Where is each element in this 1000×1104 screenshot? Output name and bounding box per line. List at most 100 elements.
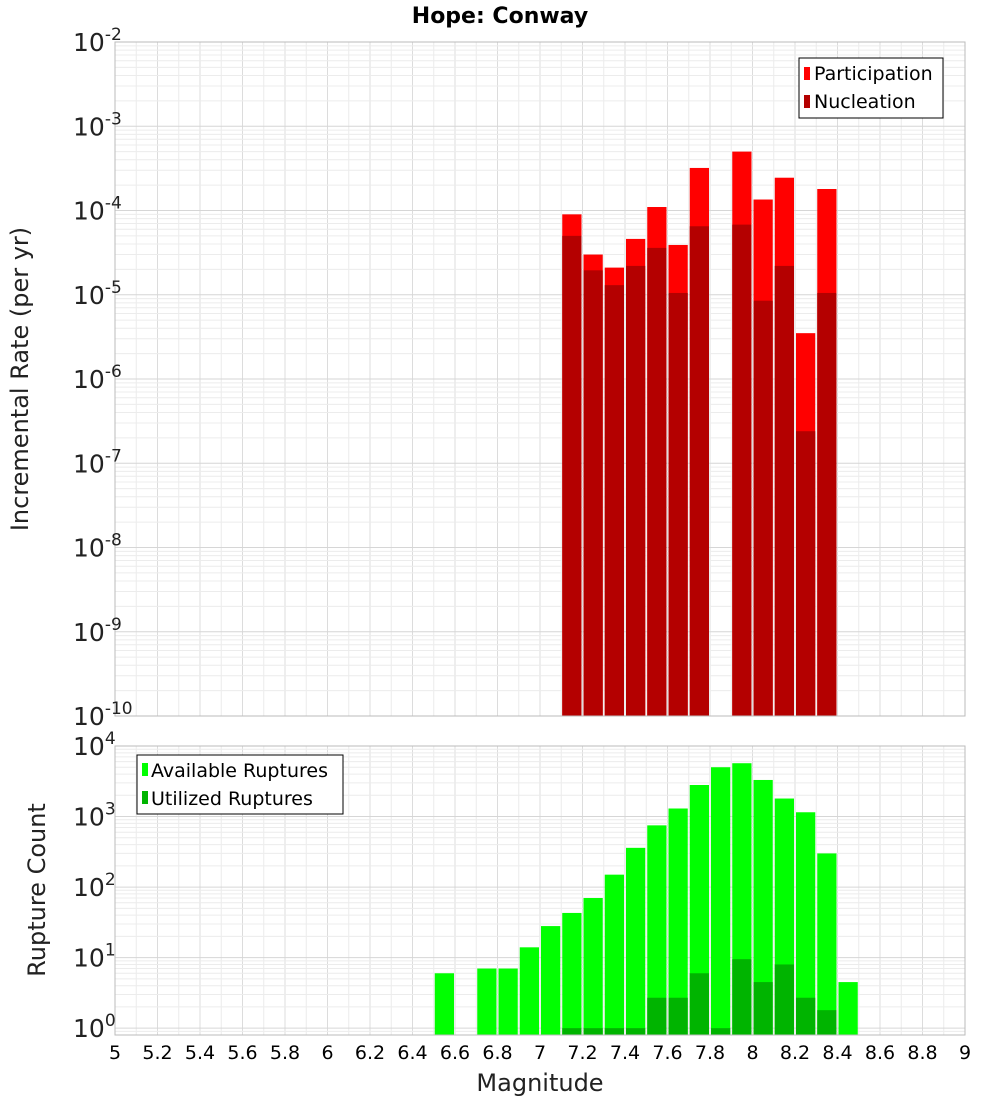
bar-utilized-ruptures <box>817 1010 837 1035</box>
y-tick-label: 102 <box>73 870 116 902</box>
bar-nucleation <box>583 270 603 716</box>
x-tick-label: 8.6 <box>865 1042 895 1064</box>
bar-utilized-ruptures <box>583 1028 603 1035</box>
bar-nucleation <box>817 292 837 716</box>
x-tick-label: 5.4 <box>185 1042 215 1064</box>
bottom-plot-border <box>114 745 966 1036</box>
y-tick-label: 100 <box>73 1011 116 1043</box>
bar-utilized-ruptures <box>753 982 773 1035</box>
x-axis-label: Magnitude <box>476 1069 603 1097</box>
y-tick-label: 103 <box>73 800 116 832</box>
y-tick-label: 10-2 <box>73 25 122 57</box>
x-tick-label: 6.2 <box>355 1042 385 1064</box>
bar-nucleation <box>796 431 816 716</box>
top-plot-border <box>114 41 966 717</box>
bar-nucleation <box>668 292 688 716</box>
legend-label-utilized: Utilized Ruptures <box>151 788 313 810</box>
top-y-tick-labels: 10-10 10-9 10-8 10-7 10-6 10-5 10-4 10-3 10-2 <box>73 25 133 731</box>
bar-utilized-ruptures <box>668 997 688 1035</box>
x-tick-labels: 5 5.2 5.4 5.6 5.8 6 6.2 6.4 6.6 6.8 7 7.2 7.4 7.6 7.8 8… <box>109 1042 971 1064</box>
x-tick-label: 6.4 <box>397 1042 427 1064</box>
bar-nucleation <box>774 265 794 716</box>
top-y-axis-label: Incremental Rate (per yr) <box>6 227 34 531</box>
chart-title: Hope: Conway <box>412 4 588 29</box>
x-tick-label: 7.4 <box>610 1042 640 1064</box>
bottom-legend: Available Ruptures Utilized Ruptures <box>136 754 344 815</box>
bar-nucleation <box>689 226 709 716</box>
bar-available-ruptures <box>668 808 688 1035</box>
bar-utilized-ruptures <box>774 964 794 1035</box>
x-tick-label: 8 <box>746 1042 758 1064</box>
top-legend: Participation Nucleation <box>798 57 944 119</box>
bar-available-ruptures <box>626 847 646 1035</box>
y-tick-label: 10-3 <box>73 109 122 141</box>
bar-available-ruptures <box>689 784 709 1035</box>
x-tick-label: 5.6 <box>227 1042 257 1064</box>
bottom-bars <box>434 763 858 1035</box>
bar-available-ruptures <box>541 926 561 1035</box>
bar-available-ruptures <box>647 825 667 1035</box>
bar-utilized-ruptures <box>796 997 816 1035</box>
bar-nucleation <box>732 224 752 716</box>
x-tick-label: 6.8 <box>482 1042 512 1064</box>
bar-available-ruptures <box>796 812 816 1035</box>
bottom-y-axis-label: Rupture Count <box>23 803 51 977</box>
y-tick-label: 10-10 <box>73 699 133 731</box>
x-tick-label: 6 <box>321 1042 333 1064</box>
bar-utilized-ruptures <box>732 959 752 1035</box>
x-tick-label: 6.6 <box>440 1042 470 1064</box>
x-tick-label: 9 <box>959 1042 971 1064</box>
bar-available-ruptures <box>711 767 731 1035</box>
legend-label-available: Available Ruptures <box>151 760 328 782</box>
x-tick-label: 7.6 <box>652 1042 682 1064</box>
bar-utilized-ruptures <box>562 1028 582 1035</box>
bottom-y-tick-labels: 100 101 102 103 104 <box>73 729 116 1043</box>
x-tick-label: 7.8 <box>695 1042 725 1064</box>
top-bars <box>562 151 837 717</box>
top-gridlines <box>114 42 966 717</box>
bar-available-ruptures <box>519 947 539 1035</box>
y-tick-label: 10-4 <box>73 194 122 226</box>
x-tick-label: 8.4 <box>822 1042 852 1064</box>
legend-swatch-utilized <box>142 791 148 804</box>
legend-label-nucleation: Nucleation <box>814 91 916 113</box>
y-tick-label: 101 <box>73 941 116 973</box>
bar-nucleation <box>604 285 624 716</box>
bar-available-ruptures <box>583 898 603 1035</box>
bar-available-ruptures <box>434 973 454 1035</box>
x-tick-label: 7 <box>534 1042 546 1064</box>
bar-nucleation <box>647 247 667 716</box>
legend-swatch-participation <box>804 67 810 80</box>
y-tick-label: 10-9 <box>73 615 122 647</box>
x-tick-label: 5 <box>109 1042 121 1064</box>
bar-available-ruptures <box>562 912 582 1035</box>
bar-available-ruptures <box>817 853 837 1035</box>
bar-available-ruptures <box>477 968 497 1035</box>
y-tick-label: 104 <box>73 729 116 761</box>
bar-utilized-ruptures <box>647 997 667 1035</box>
bar-available-ruptures <box>838 982 858 1035</box>
x-tick-label: 7.2 <box>567 1042 597 1064</box>
top-legend-box <box>798 57 944 119</box>
bar-utilized-ruptures <box>626 1028 646 1035</box>
y-tick-label: 10-7 <box>73 446 122 478</box>
legend-swatch-nucleation <box>804 95 810 108</box>
bar-available-ruptures <box>753 779 773 1035</box>
bar-nucleation <box>626 265 646 716</box>
x-tick-label: 5.2 <box>142 1042 172 1064</box>
bottom-legend-box <box>136 754 344 815</box>
bar-available-ruptures <box>498 968 518 1035</box>
x-tick-label: 8.2 <box>780 1042 810 1064</box>
y-tick-label: 10-8 <box>73 531 122 563</box>
x-tick-label: 5.8 <box>270 1042 300 1064</box>
bar-available-ruptures <box>604 874 624 1035</box>
legend-swatch-available <box>142 763 148 776</box>
y-tick-label: 10-5 <box>73 278 122 310</box>
bar-utilized-ruptures <box>689 973 709 1035</box>
bar-utilized-ruptures <box>604 1028 624 1035</box>
bar-nucleation <box>562 235 582 717</box>
bar-utilized-ruptures <box>711 1028 731 1035</box>
x-tick-label: 8.8 <box>907 1042 937 1064</box>
